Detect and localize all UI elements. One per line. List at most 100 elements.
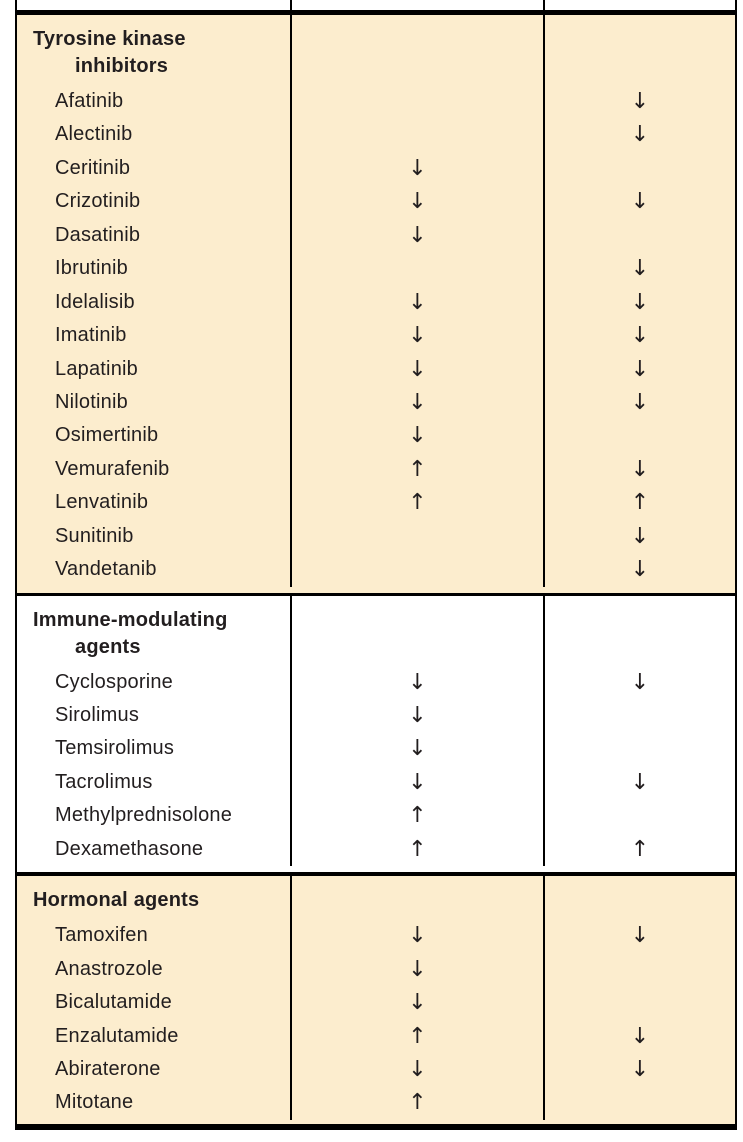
drug-name-cell: Sirolimus xyxy=(17,699,290,732)
down-arrow-icon: ↓ xyxy=(630,323,650,349)
drug-name: Osimertinib xyxy=(55,424,159,447)
down-arrow-icon: ↓ xyxy=(630,923,650,949)
effect-arrow-cell: ↓ xyxy=(543,118,735,152)
effect-arrow-cell: ↓ xyxy=(543,85,735,119)
table-cell xyxy=(290,595,543,666)
section-header-row: Tyrosine kinase inhibitors xyxy=(17,15,735,85)
table-row: Abiraterone ↓ ↓ xyxy=(17,1052,735,1087)
section-rows: Tamoxifen ↓ ↓ Anastrozole ↓ Bicalutamide ↓ Enza… xyxy=(17,919,735,1120)
effect-arrow-cell: ↑ xyxy=(290,832,543,867)
table-cell xyxy=(290,15,543,85)
drug-name: Afatinib xyxy=(55,90,124,112)
down-arrow-icon: ↓ xyxy=(630,122,650,148)
drug-name-cell: Vandetanib xyxy=(17,553,290,586)
table-row: Idelalisib ↓ ↓ xyxy=(17,285,735,320)
effect-arrow-cell: ↓ xyxy=(290,385,543,420)
table-row: Cyclosporine ↓ ↓ xyxy=(17,665,735,699)
effect-arrow-cell xyxy=(543,151,735,186)
effect-arrow-cell: ↓ xyxy=(290,732,543,766)
table-row: Tamoxifen ↓ ↓ xyxy=(17,919,735,953)
up-arrow-icon: ↑ xyxy=(630,490,650,516)
drug-name: Enzalutamide xyxy=(55,1024,179,1047)
down-arrow-icon: ↓ xyxy=(408,189,427,215)
section-header: Tyrosine kinase inhibitors xyxy=(33,28,186,77)
down-arrow-icon: ↓ xyxy=(408,323,427,349)
down-arrow-icon: ↓ xyxy=(630,1056,650,1082)
drug-name: Imatinib xyxy=(55,324,127,347)
effect-arrow-cell xyxy=(543,732,735,766)
down-arrow-icon: ↓ xyxy=(408,1056,427,1082)
effect-arrow-cell: ↓ xyxy=(290,699,543,733)
down-arrow-icon: ↓ xyxy=(408,990,427,1016)
drug-name: Lapatinib xyxy=(55,357,138,380)
section-header: Hormonal agents xyxy=(33,889,200,912)
down-arrow-icon: ↓ xyxy=(408,956,427,982)
drug-name-cell: Nilotinib xyxy=(17,386,290,419)
down-arrow-icon: ↓ xyxy=(408,222,427,248)
effect-arrow-cell: ↓ xyxy=(290,285,543,320)
down-arrow-icon: ↓ xyxy=(630,389,650,415)
table-cell xyxy=(17,0,290,10)
down-arrow-icon: ↓ xyxy=(630,769,650,795)
effect-arrow-cell: ↓ xyxy=(290,919,543,953)
effect-arrow-cell: ↓ xyxy=(543,185,735,219)
effect-arrow-cell: ↑ xyxy=(290,1086,543,1120)
table-row: Vandetanib ↓ xyxy=(17,553,735,587)
effect-arrow-cell: ↑ xyxy=(290,452,543,487)
drug-name: Alectinib xyxy=(55,123,133,146)
section-immune-modulating-agents: Immune-modulating agents Cyclosporine ↓ ↓ S… xyxy=(17,592,735,873)
effect-arrow-cell xyxy=(543,986,735,1020)
down-arrow-icon: ↓ xyxy=(408,703,427,728)
effect-arrow-cell xyxy=(543,699,735,733)
down-arrow-icon: ↓ xyxy=(630,557,650,583)
section-header: Immune-modulating agents xyxy=(33,608,228,658)
table-row: Nilotinib ↓ ↓ xyxy=(17,385,735,420)
down-arrow-icon: ↓ xyxy=(408,356,427,382)
table-row: Tacrolimus ↓ ↓ xyxy=(17,765,735,800)
section-rows: Cyclosporine ↓ ↓ Sirolimus ↓ Temsirolimus ↓ Tac… xyxy=(17,665,735,867)
effect-arrow-cell: ↓ xyxy=(543,765,735,800)
effect-arrow-cell: ↑ xyxy=(290,486,543,520)
drug-name-cell: Cyclosporine xyxy=(17,666,290,699)
drug-name-cell: Ceritinib xyxy=(17,152,290,185)
section-header-row: Hormonal agents xyxy=(17,876,735,920)
drug-name-cell: Dasatinib xyxy=(17,219,290,252)
drug-name: Temsirolimus xyxy=(55,737,175,760)
table-row: Afatinib ↓ xyxy=(17,85,735,119)
drug-name: Idelalisib xyxy=(55,290,135,313)
effect-arrow-cell: ↑ xyxy=(290,799,543,833)
drug-name: Methylprednisolone xyxy=(55,804,233,827)
drug-name: Anastrozole xyxy=(55,957,163,980)
drug-name-cell: Crizotinib xyxy=(17,185,290,218)
table-cell xyxy=(290,876,543,920)
effect-arrow-cell xyxy=(290,553,543,587)
up-arrow-icon: ↑ xyxy=(408,456,427,482)
table-cell xyxy=(290,0,543,10)
effect-arrow-cell: ↓ xyxy=(290,218,543,253)
effect-arrow-cell xyxy=(543,218,735,253)
drug-name: Tamoxifen xyxy=(55,924,148,947)
table-cell xyxy=(543,595,735,666)
effect-arrow-cell: ↓ xyxy=(543,352,735,386)
up-arrow-icon: ↑ xyxy=(408,490,427,516)
table-row: Lapatinib ↓ ↓ xyxy=(17,352,735,386)
section-header-cell: Hormonal agents xyxy=(17,876,290,919)
drug-name: Ibrutinib xyxy=(55,257,128,280)
effect-arrow-cell: ↓ xyxy=(543,285,735,320)
table-row: Sunitinib ↓ xyxy=(17,519,735,554)
effect-arrow-cell xyxy=(290,252,543,286)
down-arrow-icon: ↓ xyxy=(408,289,427,315)
table-row: Crizotinib ↓ ↓ xyxy=(17,185,735,219)
drug-name: Sirolimus xyxy=(55,704,140,726)
down-arrow-icon: ↓ xyxy=(630,89,650,114)
drug-name-cell: Osimertinib xyxy=(17,419,290,452)
table-row: Ceritinib ↓ xyxy=(17,151,735,186)
effect-arrow-cell: ↓ xyxy=(543,319,735,353)
effect-arrow-cell xyxy=(543,1086,735,1120)
section-hormonal-agents: Hormonal agents Tamoxifen ↓ ↓ Anastrozole ↓ B… xyxy=(17,872,735,1130)
table-row: Methylprednisolone ↑ xyxy=(17,799,735,833)
drug-name-cell: Bicalutamide xyxy=(17,986,290,1019)
up-arrow-icon: ↑ xyxy=(408,1090,427,1116)
effect-arrow-cell: ↓ xyxy=(290,986,543,1020)
table-row: Dexamethasone ↑ ↑ xyxy=(17,832,735,867)
